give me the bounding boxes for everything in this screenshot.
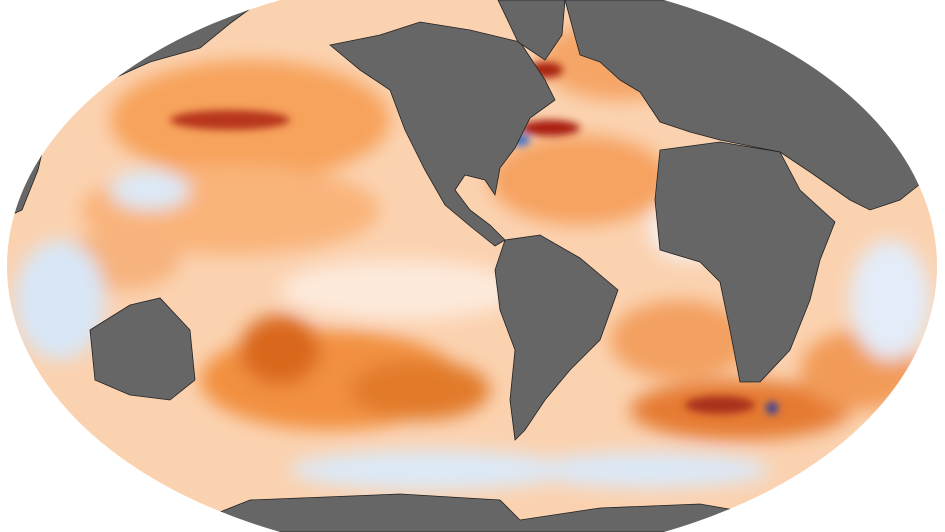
hot-spot <box>520 120 580 136</box>
cool-patch <box>530 452 770 488</box>
warm-patch <box>240 315 320 385</box>
neutral-patch <box>280 260 520 320</box>
hot-spots <box>170 62 778 414</box>
warm-patch <box>350 360 490 420</box>
africa <box>654 141 836 383</box>
cool-patch <box>15 240 105 360</box>
south-america <box>494 234 619 441</box>
cool-patch <box>110 170 190 210</box>
warm-patch <box>610 300 750 380</box>
warm-patch <box>490 135 670 225</box>
hot-spot <box>170 110 290 130</box>
greenland <box>497 0 566 61</box>
hot-spot <box>685 396 755 414</box>
anomaly-field <box>15 20 930 490</box>
cold-spot <box>766 402 778 414</box>
cool-patch <box>290 450 570 490</box>
cool-patch <box>850 240 930 360</box>
australia <box>89 297 196 401</box>
